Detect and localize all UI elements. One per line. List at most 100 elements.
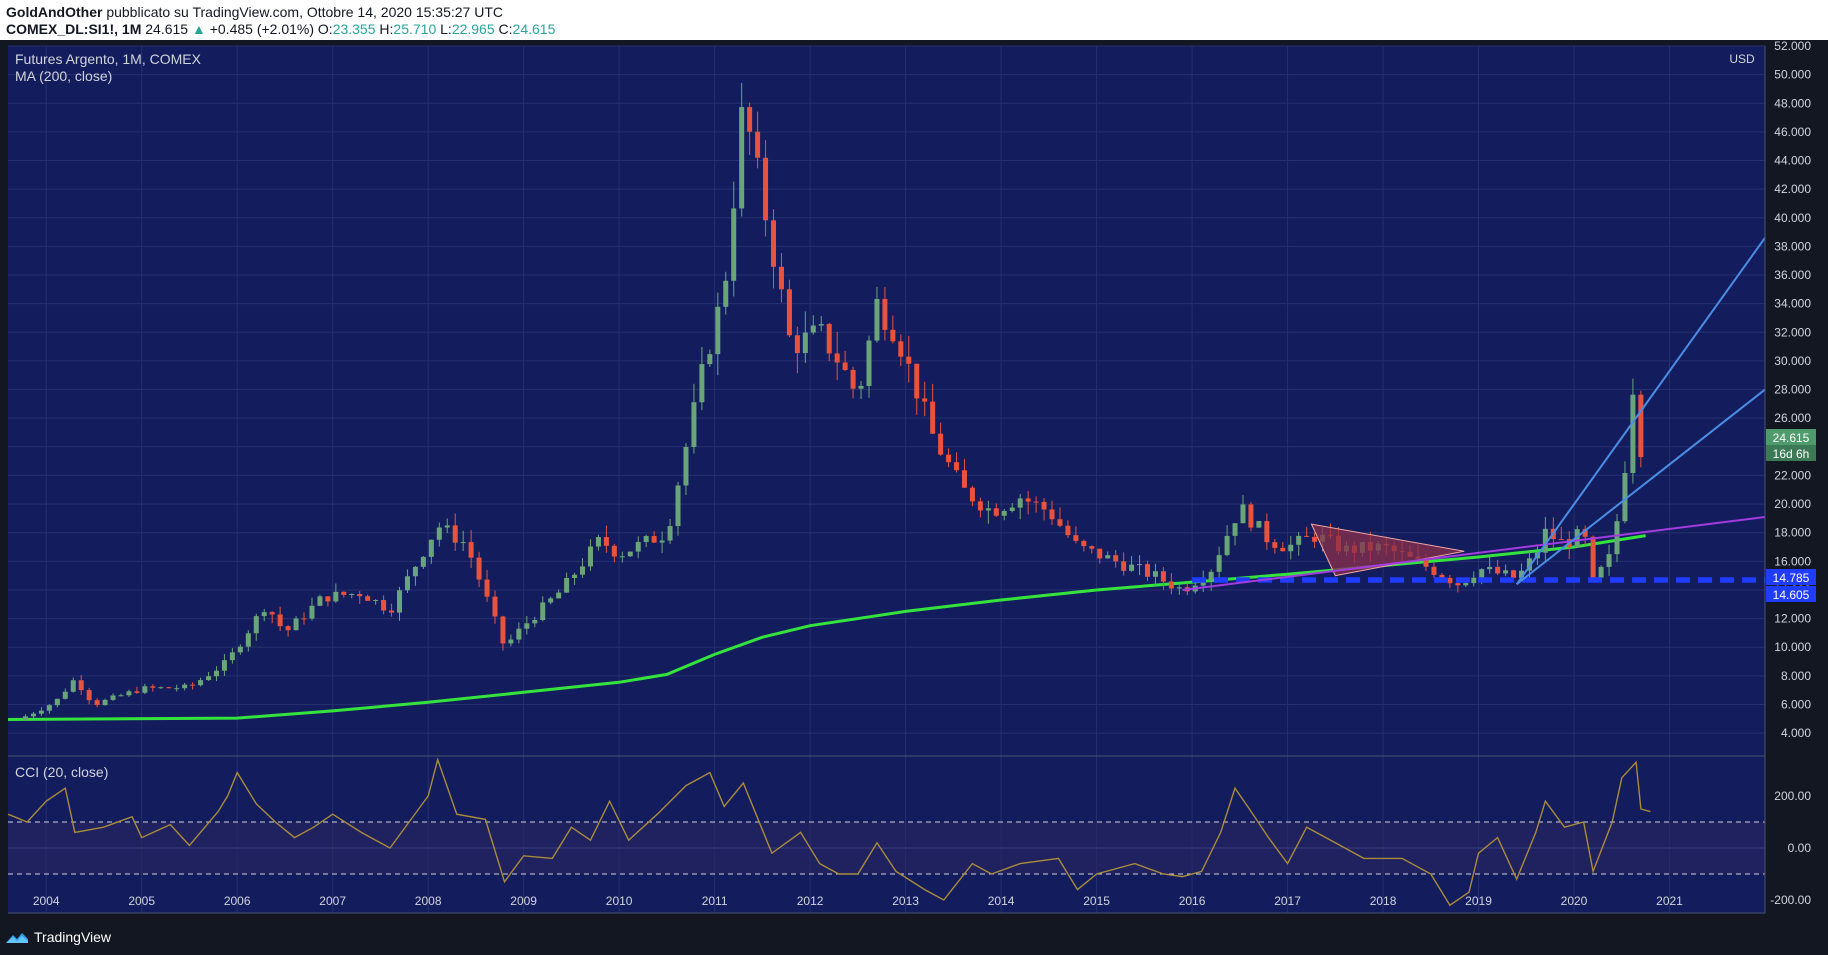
candle-body: [1105, 555, 1111, 559]
candle-body: [436, 527, 442, 540]
price-tick-label: 46.000: [1774, 125, 1811, 139]
candle-body: [723, 280, 729, 307]
candle-body: [476, 557, 482, 580]
price-tick-label: 12.000: [1774, 612, 1811, 626]
time-tick-label: 2011: [702, 894, 728, 908]
close-value: 24.615: [512, 21, 556, 37]
candle-body: [198, 680, 204, 686]
candle-body: [1614, 521, 1620, 555]
candle-body: [540, 602, 546, 621]
time-tick-label: 2015: [1083, 894, 1110, 908]
high-value: 25.710: [393, 21, 437, 37]
candle-body: [1145, 564, 1151, 577]
candle-body: [1304, 535, 1310, 537]
time-tick-label: 2006: [224, 894, 251, 908]
candle-body: [1487, 566, 1493, 570]
candle-body: [1447, 577, 1453, 584]
candle-body: [818, 324, 824, 326]
candle-body: [1256, 521, 1262, 528]
candle-body: [277, 614, 283, 627]
candle-body: [691, 402, 697, 447]
ohlc-line: COMEX_DL:SI1!, 1M 24.615 ▲ +0.485 (+2.01…: [6, 21, 555, 37]
candle-body: [46, 705, 52, 711]
candle-body: [309, 605, 315, 619]
candle-body: [23, 716, 29, 721]
candle-body: [1423, 558, 1429, 567]
candle-body: [1025, 498, 1031, 502]
candle-body: [802, 332, 808, 354]
price-tick-label: 34.000: [1774, 297, 1811, 311]
chart-title[interactable]: Futures Argento, 1M, COMEX: [15, 51, 202, 67]
candles-layer: [23, 82, 1644, 721]
candle-body: [150, 686, 156, 688]
candle-body: [452, 525, 458, 543]
candle-body: [572, 574, 578, 578]
candle-body: [1208, 571, 1214, 581]
cci-axis[interactable]: 200.00 0.00 -200.00: [1770, 789, 1811, 907]
candle-body: [794, 335, 800, 354]
candle-body: [619, 556, 625, 558]
candle-body: [1479, 569, 1485, 578]
candle-body: [508, 639, 514, 644]
grid-lines: [8, 45, 1765, 913]
time-tick-label: 2010: [606, 894, 633, 908]
candle-body: [587, 546, 593, 567]
candle-body: [763, 157, 769, 221]
change-value: +0.485 (+2.01%): [209, 21, 315, 37]
candle-body: [524, 623, 530, 629]
candle-body: [261, 612, 267, 617]
last-price-value: 24.615: [145, 21, 189, 37]
candle-body: [420, 556, 426, 567]
candle-body: [1431, 566, 1437, 575]
price-axis[interactable]: 4.0006.0008.00010.00012.00014.00016.0001…: [1774, 40, 1811, 740]
trend-line: [1516, 388, 1766, 586]
cci-tick-label: -200.00: [1770, 893, 1811, 907]
author-name[interactable]: GoldAndOther: [6, 4, 103, 20]
chart-canvas[interactable]: 4.0006.0008.00010.00012.00014.00016.0001…: [0, 40, 1828, 920]
candle-body: [70, 680, 76, 692]
price-tick-label: 40.000: [1774, 211, 1811, 225]
candle-body: [985, 508, 991, 511]
candle-body: [556, 592, 562, 599]
candle-body: [1272, 542, 1278, 548]
level-badge-1: [1766, 569, 1816, 585]
candle-body: [977, 501, 983, 511]
candle-body: [1280, 547, 1286, 552]
candle-body: [1248, 504, 1254, 528]
candle-body: [755, 131, 761, 158]
high-label: H:: [379, 21, 394, 37]
candle-body: [1542, 528, 1548, 553]
low-label: L:: [440, 21, 452, 37]
candle-body: [404, 576, 410, 591]
candle-body: [428, 539, 434, 557]
candle-body: [651, 536, 657, 543]
candle-body: [1463, 583, 1469, 586]
time-axis[interactable]: 2004 2005 2006 2007 2008 2009 2010 2011 2012 2013…: [33, 894, 1683, 908]
footer-brand[interactable]: TradingView: [34, 929, 112, 945]
candle-body: [898, 341, 904, 357]
candle-body: [1216, 555, 1222, 572]
candle-body: [1264, 521, 1270, 543]
candle-body: [643, 536, 649, 543]
close-label: C:: [498, 21, 513, 37]
trend-line: [1515, 237, 1766, 585]
channel-line: [1182, 515, 1766, 591]
candle-body: [882, 298, 888, 330]
candle-body: [635, 542, 641, 552]
symbol-label[interactable]: COMEX_DL:SI1!, 1M: [6, 21, 142, 37]
time-tick-label: 2009: [510, 894, 537, 908]
candle-body: [675, 485, 681, 527]
footer: TradingView: [0, 920, 1828, 955]
ma-legend[interactable]: MA (200, close): [15, 68, 112, 84]
candle-body: [707, 354, 713, 365]
candle-body: [826, 324, 832, 354]
candle-body: [94, 700, 100, 706]
countdown-badge: [1766, 445, 1816, 461]
candle-body: [365, 596, 371, 601]
candle-body: [412, 566, 418, 577]
cci-legend[interactable]: CCI (20, close): [15, 764, 108, 780]
candle-body: [667, 526, 673, 541]
candle-body: [62, 691, 68, 699]
last-price-badge-text: 24.615: [1773, 431, 1810, 445]
tradingview-logo-icon[interactable]: [5, 930, 29, 946]
